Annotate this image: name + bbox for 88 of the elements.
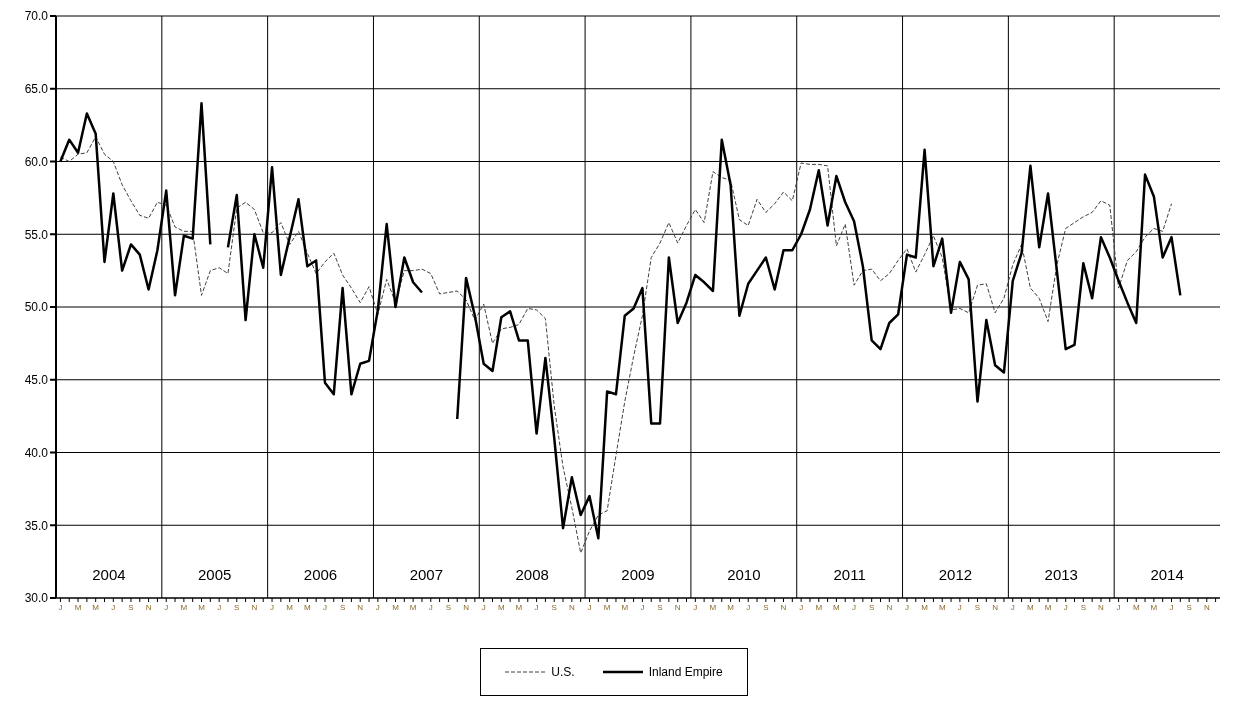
x-tick-label: J bbox=[904, 602, 909, 612]
x-tick-label: N bbox=[145, 602, 152, 612]
annotation: 2007 bbox=[408, 566, 445, 583]
annotation: 2006 bbox=[302, 566, 339, 583]
x-tick-label: N bbox=[780, 602, 787, 612]
x-tick-label: S bbox=[128, 602, 134, 612]
x-tick-label: M bbox=[815, 602, 823, 612]
x-tick-label: J bbox=[1116, 602, 1121, 612]
annotation: 2004 bbox=[91, 566, 127, 583]
x-tick-label: J bbox=[1010, 602, 1015, 612]
x-tick-label: J bbox=[164, 602, 169, 612]
x-tick-label: S bbox=[763, 602, 769, 612]
x-tick-label: J bbox=[957, 602, 962, 612]
x-tick-label: N bbox=[357, 602, 364, 612]
x-tick-label: J bbox=[799, 602, 804, 612]
x-tick-label: N bbox=[886, 602, 893, 612]
x-tick-label: N bbox=[251, 602, 258, 612]
x-tick-label: J bbox=[270, 602, 275, 612]
x-tick-label: J bbox=[1063, 602, 1068, 612]
x-tick-label: J bbox=[322, 602, 327, 612]
x-tick-label: J bbox=[217, 602, 222, 612]
annotation: 2010 bbox=[726, 566, 762, 583]
x-tick-label: M bbox=[198, 602, 206, 612]
x-tick-label: S bbox=[445, 602, 452, 612]
x-tick-label: J bbox=[640, 602, 645, 612]
x-tick-label: M bbox=[392, 602, 400, 612]
x-tick-label: S bbox=[869, 602, 875, 612]
annotation: 2014 bbox=[1149, 566, 1185, 583]
x-tick-label: M bbox=[938, 602, 946, 612]
x-tick-label: J bbox=[481, 602, 486, 612]
x-tick-label: M bbox=[727, 602, 735, 612]
x-tick-label: S bbox=[657, 602, 663, 612]
x-tick-label: J bbox=[852, 602, 857, 612]
x-tick-label: S bbox=[1080, 602, 1086, 612]
legend-label: Inland Empire bbox=[648, 665, 723, 679]
x-tick-label: N bbox=[568, 602, 575, 612]
x-tick-label: S bbox=[234, 602, 240, 612]
legend-label: U.S. bbox=[551, 665, 575, 679]
x-tick-label: J bbox=[428, 602, 433, 612]
y-tick-label: 65.0 bbox=[24, 82, 49, 97]
annotation: 2008 bbox=[514, 566, 550, 583]
x-tick-label: J bbox=[1169, 602, 1174, 612]
x-tick-label: S bbox=[974, 602, 981, 612]
x-tick-label: M bbox=[921, 602, 929, 612]
x-tick-label: M bbox=[497, 602, 505, 612]
x-tick-label: J bbox=[587, 602, 592, 612]
x-tick-label: J bbox=[111, 602, 116, 612]
annotation: 2011 bbox=[832, 566, 867, 583]
x-tick-label: M bbox=[286, 602, 294, 612]
x-tick-label: N bbox=[463, 602, 470, 612]
x-tick-label: S bbox=[1186, 602, 1192, 612]
x-tick-label: N bbox=[1098, 602, 1105, 612]
x-tick-label: M bbox=[92, 602, 100, 612]
x-tick-label: M bbox=[303, 602, 311, 612]
x-tick-label: M bbox=[709, 602, 717, 612]
y-tick-label: 70.0 bbox=[24, 9, 49, 24]
x-tick-label: M bbox=[409, 602, 417, 612]
annotation: 2009 bbox=[620, 566, 656, 583]
x-tick-label: N bbox=[1203, 602, 1210, 612]
x-tick-label: M bbox=[1150, 602, 1158, 612]
x-tick-label: N bbox=[992, 602, 999, 612]
x-tick-label: S bbox=[339, 602, 346, 612]
x-tick-label: M bbox=[1132, 602, 1140, 612]
x-tick-label: J bbox=[693, 602, 698, 612]
x-tick-label: M bbox=[180, 602, 188, 612]
y-tick-label: 60.0 bbox=[24, 154, 49, 169]
annotation: 2012 bbox=[937, 566, 974, 583]
x-tick-label: M bbox=[833, 602, 841, 612]
x-tick-label: M bbox=[1027, 602, 1035, 612]
x-tick-label: M bbox=[74, 602, 82, 612]
x-tick-label: J bbox=[746, 602, 751, 612]
x-tick-label: M bbox=[515, 602, 523, 612]
y-tick-label: 45.0 bbox=[24, 373, 49, 388]
annotation: 2005 bbox=[197, 566, 233, 583]
y-tick-label: 50.0 bbox=[24, 300, 49, 315]
y-tick-label: 55.0 bbox=[24, 227, 49, 242]
x-tick-label: J bbox=[58, 602, 63, 612]
x-tick-label: M bbox=[603, 602, 611, 612]
x-tick-label: N bbox=[674, 602, 681, 612]
x-tick-label: J bbox=[534, 602, 539, 612]
x-tick-label: M bbox=[621, 602, 629, 612]
annotation: 2013 bbox=[1043, 566, 1079, 583]
x-tick-label: J bbox=[375, 602, 380, 612]
y-tick-label: 40.0 bbox=[24, 445, 49, 460]
x-tick-label: M bbox=[1044, 602, 1052, 612]
y-tick-label: 35.0 bbox=[24, 518, 49, 533]
x-tick-label: S bbox=[551, 602, 557, 612]
y-tick-label: 30.0 bbox=[24, 591, 49, 606]
